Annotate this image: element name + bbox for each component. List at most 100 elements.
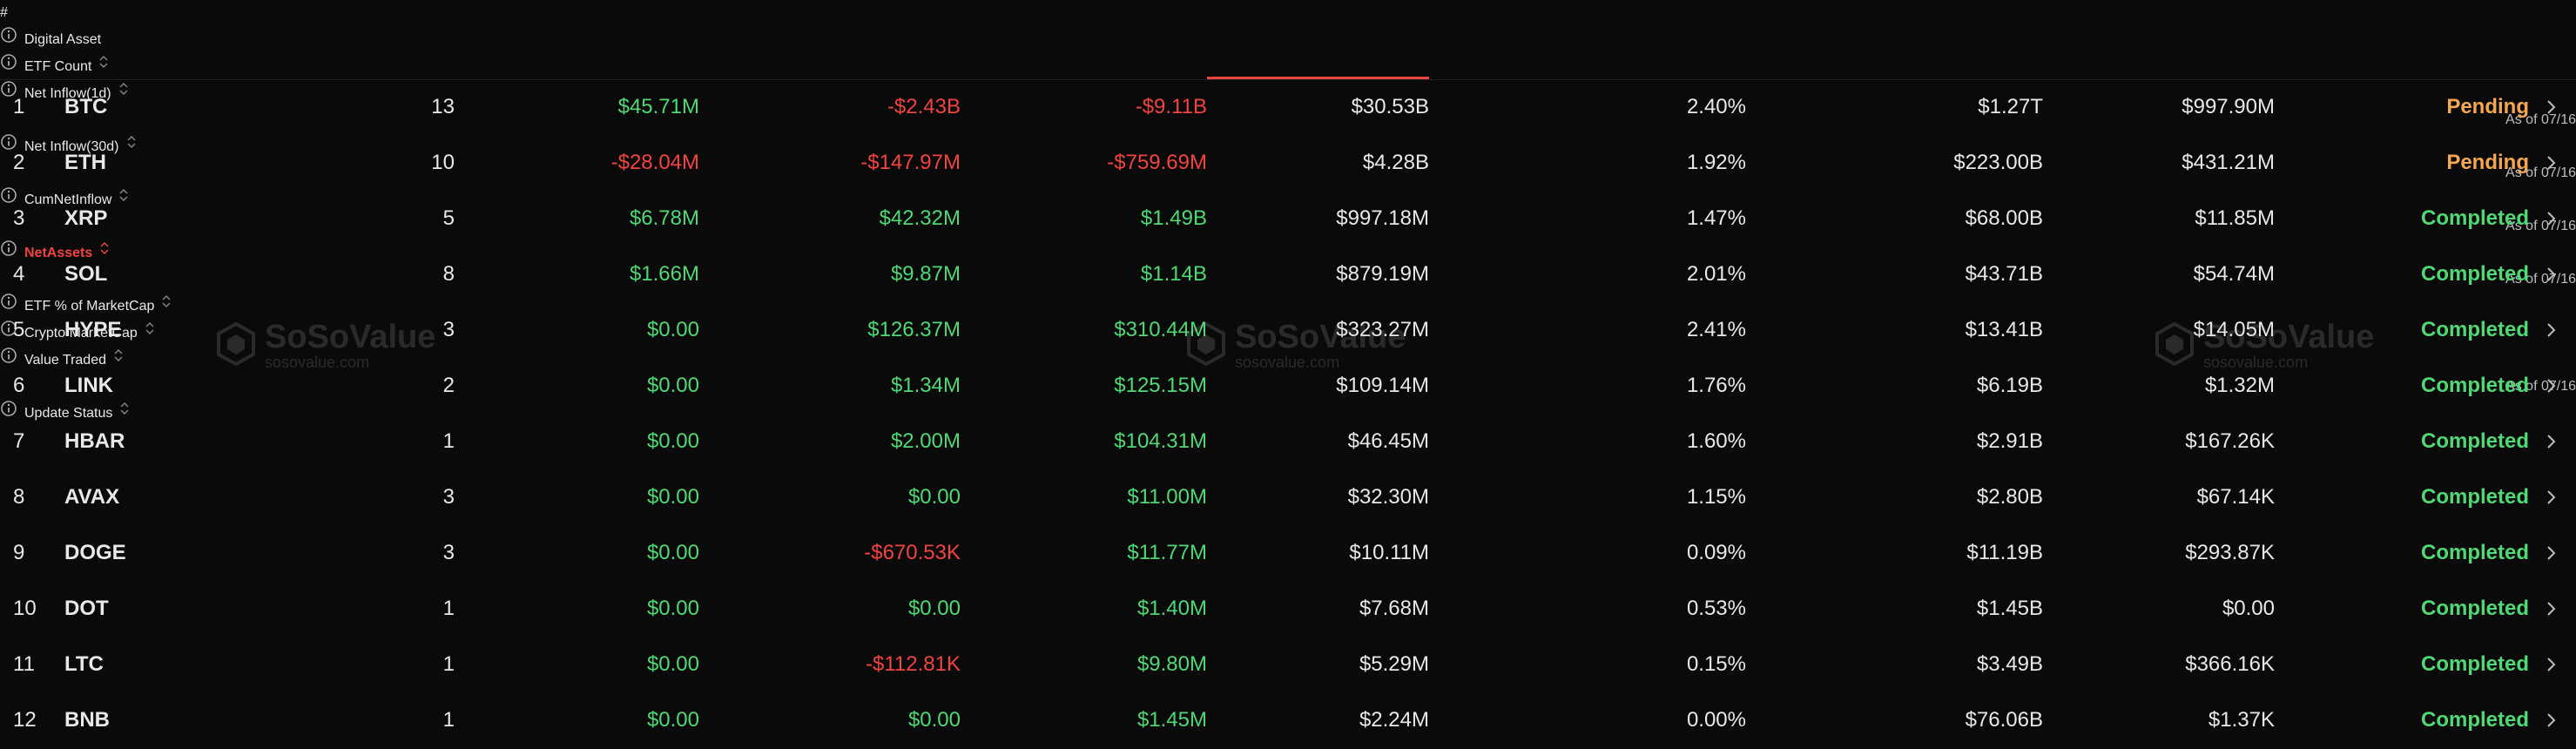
cell-value: 1 (442, 652, 455, 676)
sort-icon[interactable] (161, 293, 172, 320)
column-header[interactable]: ETF Count (0, 53, 2576, 80)
cell-value: $2.80B (1976, 485, 2043, 509)
sort-icon[interactable] (99, 240, 110, 267)
sort-icon[interactable] (145, 320, 155, 347)
sort-icon[interactable] (113, 347, 124, 374)
watermark-brand: SoSoValue (2203, 319, 2375, 355)
sort-icon[interactable] (126, 133, 137, 160)
column-header[interactable]: ETF % of MarketCap (0, 293, 2576, 320)
cell-value: -$670.53K (864, 541, 961, 564)
row-chevron[interactable] (2545, 544, 2557, 566)
row-chevron[interactable] (2545, 656, 2557, 678)
cell-value: $310.44M (1114, 318, 1207, 341)
info-icon[interactable] (0, 53, 17, 80)
row-chevron[interactable] (2545, 712, 2557, 733)
row-chevron[interactable] (2545, 489, 2557, 510)
cell-value: $0.00 (646, 429, 699, 453)
column-header[interactable]: Update Status (0, 400, 2576, 427)
row-chevron[interactable] (2545, 377, 2557, 399)
asset-name: ETH (64, 151, 106, 174)
column-header[interactable]: Net Inflow(1d) As of 07/16 (0, 80, 2576, 133)
cell-value: $30.53B (1351, 95, 1429, 118)
info-icon[interactable] (0, 186, 17, 213)
info-icon[interactable] (0, 80, 17, 107)
table-row[interactable] (0, 581, 2576, 637)
watermark: SoSoValue sosovalue.com (1186, 321, 1406, 371)
table-row[interactable] (0, 191, 2576, 246)
info-icon[interactable] (0, 400, 17, 427)
asset-name: LTC (64, 652, 104, 676)
cell-value: $0.00 (646, 652, 699, 676)
cell-value: -$9.11B (1135, 95, 1207, 118)
sort-icon[interactable] (98, 53, 109, 80)
cell-value: -$28.04M (610, 151, 699, 174)
table-row[interactable] (0, 246, 2576, 302)
cell-value: $0.00 (907, 485, 961, 509)
cell-value: 7 (13, 429, 25, 453)
row-chevron[interactable] (2545, 266, 2557, 287)
cell-value: $9.80M (1136, 652, 1207, 676)
header-title: CumNetInflow (24, 192, 112, 207)
header-line: CumNetInflow (0, 186, 2576, 213)
header-title: ETF Count (24, 58, 92, 74)
column-header[interactable]: Crypto MarketCap (0, 320, 2576, 347)
cell-value: $1.66M (629, 262, 699, 286)
row-chevron[interactable] (2545, 600, 2557, 622)
header-line: # (0, 0, 2576, 26)
cell-value: $1.37K (2208, 708, 2275, 732)
info-icon[interactable] (0, 347, 17, 374)
cell-value: $68.00B (1965, 206, 2043, 230)
cell-value: 0.00% (1686, 708, 1746, 732)
update-status: Completed (2420, 374, 2529, 397)
watermark-site: sosovalue.com (265, 354, 370, 371)
cell-value: 3 (442, 541, 455, 564)
update-status: Completed (2420, 429, 2529, 453)
cell-value: -$112.81K (866, 652, 961, 676)
row-chevron[interactable] (2545, 321, 2557, 343)
info-icon[interactable] (0, 133, 17, 160)
column-header[interactable]: Net Inflow(30d) As of 07/16 (0, 133, 2576, 186)
info-icon[interactable] (0, 26, 17, 53)
column-header[interactable]: CumNetInflow As of 07/16 (0, 186, 2576, 240)
sort-icon[interactable] (119, 400, 130, 427)
column-header[interactable]: Digital Asset (0, 26, 2576, 53)
watermark-text: SoSoValue sosovalue.com (1235, 321, 1406, 371)
cell-value: $1.45B (1976, 597, 2043, 620)
header-line: ETF Count (0, 53, 2576, 80)
row-chevron[interactable] (2545, 210, 2557, 232)
header-title: Crypto MarketCap (24, 325, 138, 341)
info-icon[interactable] (0, 293, 17, 320)
cell-value: $109.14M (1336, 374, 1429, 397)
row-chevron[interactable] (2545, 154, 2557, 176)
cell-value: 0.09% (1686, 541, 1746, 564)
cell-value: $1.45M (1136, 708, 1207, 732)
cell-value: $1.34M (890, 374, 961, 397)
cell-value: $0.00 (907, 597, 961, 620)
update-status: Completed (2420, 597, 2529, 620)
sort-icon[interactable] (118, 186, 129, 213)
watermark: SoSoValue sosovalue.com (216, 321, 435, 371)
column-header[interactable]: Value Traded As of 07/16 (0, 347, 2576, 400)
cell-value: $46.45M (1347, 429, 1429, 453)
table-row[interactable] (0, 692, 2576, 748)
cell-value: $0.00 (646, 708, 699, 732)
row-chevron[interactable] (2545, 98, 2557, 120)
cell-value: 1.60% (1686, 429, 1746, 453)
asset-name: LINK (64, 374, 113, 397)
cell-value: $366.16K (2185, 652, 2275, 676)
cell-value: 1 (442, 597, 455, 620)
row-chevron[interactable] (2545, 433, 2557, 455)
cell-value: $0.00 (2222, 597, 2275, 620)
info-icon[interactable] (0, 320, 17, 347)
header-subtitle: As of 07/16 (2505, 219, 2576, 233)
info-icon[interactable] (0, 240, 17, 267)
cell-value: -$2.43B (887, 95, 961, 118)
column-header[interactable]: NetAssets As of 07/16 (0, 240, 2576, 293)
header-line: Digital Asset (0, 26, 2576, 53)
sort-icon[interactable] (118, 80, 129, 107)
cell-value: $13.41B (1965, 318, 2043, 341)
update-status: Completed (2420, 541, 2529, 564)
cell-value: $11.19B (1966, 541, 2043, 564)
table-row[interactable] (0, 469, 2576, 525)
cell-value: $0.00 (646, 374, 699, 397)
